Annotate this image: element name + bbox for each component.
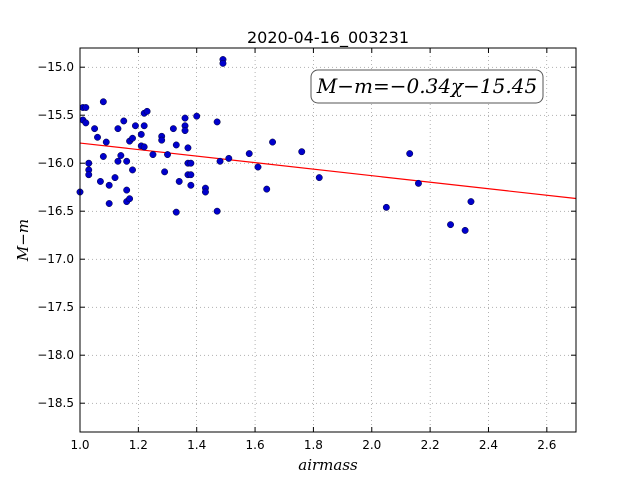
data-point <box>129 166 136 174</box>
data-point <box>85 159 93 167</box>
data-point <box>117 152 125 159</box>
y-tick-label: −17.5 <box>37 300 74 314</box>
axis-ticks: 1.0 1.2 1.4 1.6 1.8 2.0 2.2 2.4 2.6 −15.0 −15.5 −16… <box>37 48 576 452</box>
x-tick-label: 1.8 <box>304 438 323 452</box>
data-point <box>447 221 454 229</box>
data-point <box>187 181 195 189</box>
x-tick-label: 1.6 <box>246 438 265 452</box>
y-tick-label: −16.5 <box>37 204 74 218</box>
data-point <box>140 122 148 130</box>
data-point <box>216 157 224 165</box>
data-point <box>111 174 119 182</box>
data-point <box>315 174 323 182</box>
y-tick-label: −17.0 <box>37 252 74 266</box>
data-point <box>213 118 221 126</box>
data-point <box>298 148 306 156</box>
data-point <box>172 141 180 149</box>
x-tick-label: 2.2 <box>421 438 440 452</box>
x-tick-label: 1.0 <box>70 438 89 452</box>
y-tick-label: −18.0 <box>37 348 74 362</box>
data-point <box>82 104 90 111</box>
data-point <box>263 185 271 193</box>
data-point <box>99 153 107 160</box>
data-point <box>219 59 227 67</box>
data-point <box>245 150 253 158</box>
data-point <box>414 179 422 187</box>
data-point <box>161 168 169 176</box>
fit-equation-annotation: M−m=−0.34χ−15.45 <box>316 74 537 98</box>
data-point <box>120 117 128 125</box>
y-tick-label: −15.5 <box>37 108 74 122</box>
data-point <box>187 171 195 179</box>
data-point <box>123 157 131 165</box>
data-point <box>94 133 101 141</box>
data-point <box>114 125 122 133</box>
data-point <box>164 151 171 159</box>
data-point <box>181 114 189 122</box>
data-point <box>105 181 113 189</box>
data-point <box>406 150 414 158</box>
x-tick-label: 2.0 <box>362 438 381 452</box>
data-point <box>126 195 134 203</box>
data-point <box>184 144 192 152</box>
data-point <box>467 198 475 206</box>
data-point <box>461 226 469 234</box>
data-point <box>114 157 122 165</box>
x-tick-label: 1.4 <box>187 438 206 452</box>
x-tick-label: 2.6 <box>537 438 556 452</box>
y-tick-label: −15.0 <box>37 60 74 74</box>
data-point <box>91 125 99 133</box>
data-point <box>149 151 157 159</box>
x-axis-label: airmass <box>298 456 358 474</box>
grid-lines <box>80 48 576 432</box>
y-axis-label: M−m <box>14 219 32 262</box>
chart-title: 2020-04-16_003231 <box>247 28 409 48</box>
data-point <box>169 125 177 133</box>
data-point <box>82 119 90 127</box>
data-point <box>382 203 390 211</box>
data-point <box>105 200 113 207</box>
data-point <box>123 186 131 194</box>
data-point <box>129 134 136 142</box>
data-point <box>213 207 221 215</box>
data-point <box>254 163 262 171</box>
data-point <box>96 177 104 185</box>
plot-frame <box>79 47 577 433</box>
x-tick-label: 2.4 <box>479 438 498 452</box>
scatter-points <box>76 56 475 234</box>
data-point <box>175 177 183 185</box>
data-point <box>172 208 180 216</box>
data-point <box>181 127 189 135</box>
data-point <box>102 138 110 146</box>
annotation-box <box>310 69 544 104</box>
data-point <box>202 188 209 196</box>
data-point <box>158 136 166 144</box>
data-point <box>193 112 201 120</box>
data-point <box>85 171 93 179</box>
data-point <box>269 138 277 146</box>
data-point <box>140 143 148 151</box>
data-point <box>131 122 139 130</box>
fit-line <box>79 142 577 200</box>
data-point <box>137 130 145 138</box>
data-point <box>187 159 195 167</box>
x-tick-label: 1.2 <box>129 438 148 452</box>
data-point <box>143 107 151 115</box>
y-tick-label: −16.0 <box>37 156 74 170</box>
data-point <box>225 154 233 162</box>
data-point <box>99 98 107 106</box>
y-tick-label: −18.5 <box>37 396 74 410</box>
